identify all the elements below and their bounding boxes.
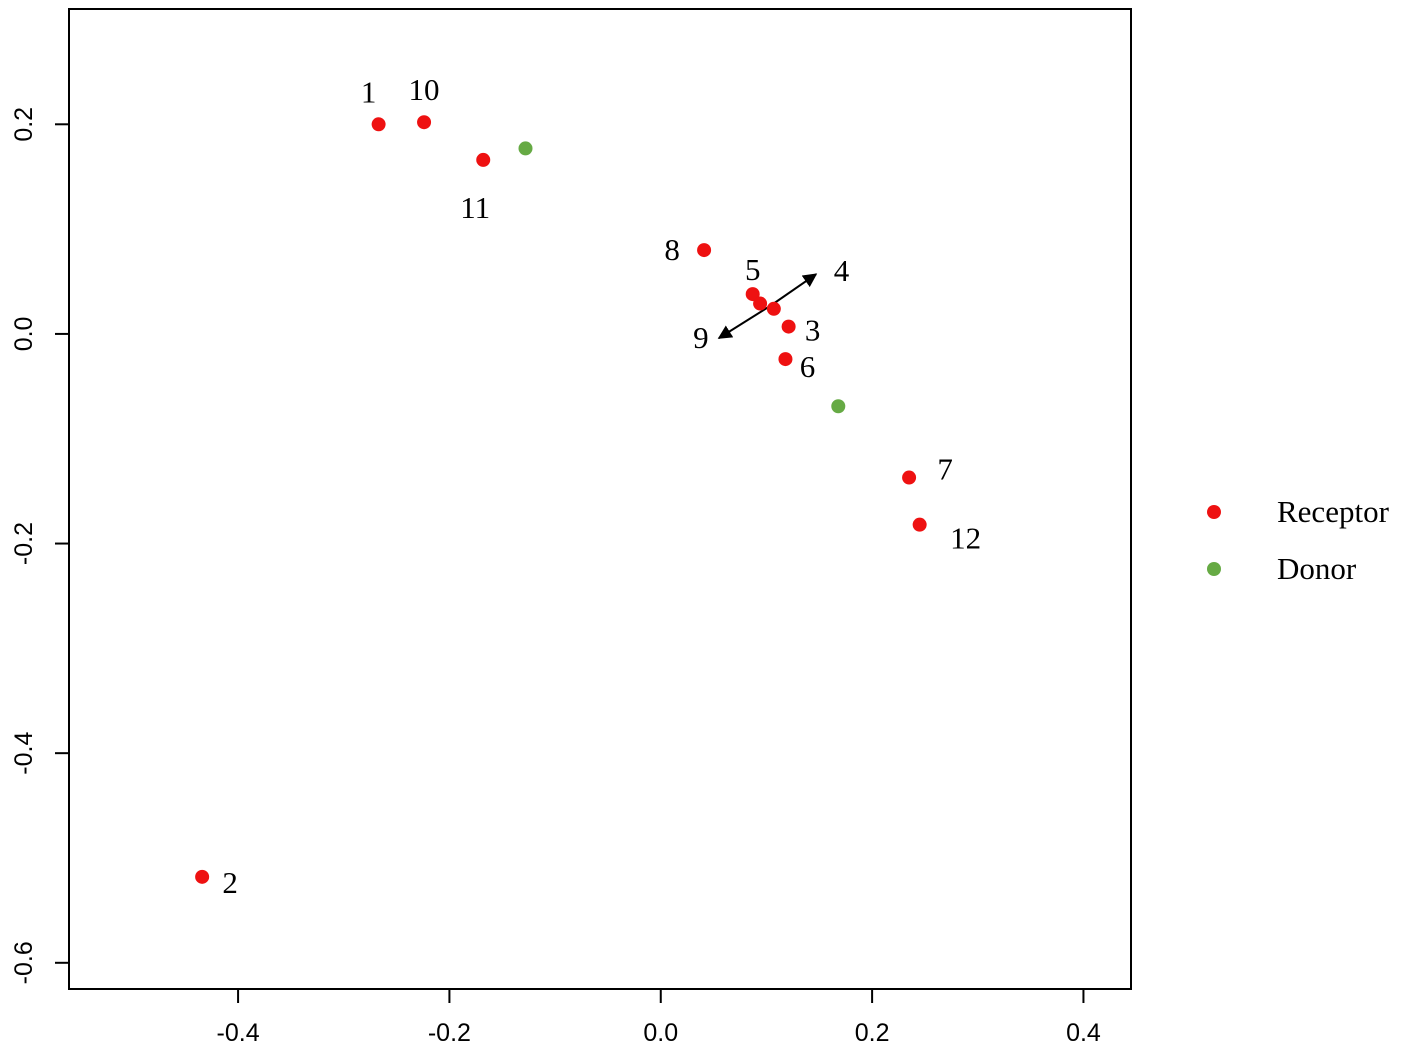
point-label: 10 (409, 72, 440, 107)
point-label: 3 (805, 313, 821, 348)
legend: Receptor Donor (1207, 494, 1390, 586)
y-tick-label: -0.4 (10, 732, 38, 775)
y-tick-label: 0.2 (10, 107, 38, 142)
legend-label-receptor: Receptor (1277, 494, 1390, 529)
point-receptor (195, 869, 210, 884)
y-tick-label: -0.2 (10, 522, 38, 565)
point-receptor (371, 117, 386, 132)
point-label: 5 (745, 252, 761, 287)
arrow-annotations: 49 (693, 253, 850, 355)
point-receptor (476, 152, 491, 167)
point-receptor (753, 296, 768, 311)
point-receptor (766, 301, 781, 316)
point-receptor (417, 115, 432, 130)
point-receptor (912, 517, 927, 532)
point-receptor (781, 319, 796, 334)
legend-label-donor: Donor (1277, 551, 1357, 586)
point-receptor (697, 243, 712, 258)
point-label: 11 (460, 190, 490, 225)
plot-frame (68, 8, 1132, 990)
point-receptor (778, 352, 793, 367)
legend-marker-receptor (1207, 505, 1221, 519)
point-label: 2 (222, 865, 238, 900)
y-tick-label: 0.0 (10, 317, 38, 352)
point-label: 7 (937, 452, 953, 487)
legend-marker-donor (1207, 562, 1221, 576)
y-tick-label: -0.6 (10, 941, 38, 984)
point-donor (518, 141, 533, 156)
point-label: 8 (664, 232, 680, 267)
annotation-label: 4 (834, 253, 850, 288)
point-donor (831, 399, 846, 414)
x-tick-label: -0.2 (428, 1019, 471, 1047)
x-axis: -0.4 -0.2 0.0 0.2 0.4 (217, 988, 1101, 1047)
annotation-label: 9 (693, 320, 709, 355)
point-label: 12 (950, 521, 981, 556)
x-tick-label: 0.2 (855, 1019, 890, 1047)
x-tick-label: 0.4 (1066, 1019, 1101, 1047)
point-label: 6 (800, 349, 816, 384)
annotation-arrow (770, 273, 818, 307)
point-receptor (745, 287, 760, 302)
y-axis: -0.6 -0.4 -0.2 0.0 0.2 (10, 107, 70, 984)
annotation-arrow (717, 304, 772, 339)
x-tick-label: -0.4 (217, 1019, 260, 1047)
x-tick-label: 0.0 (643, 1019, 678, 1047)
data-points: 1 10 11 8 5 36 7 12 2 (195, 72, 981, 900)
point-receptor (902, 470, 917, 485)
point-label: 1 (361, 74, 377, 109)
